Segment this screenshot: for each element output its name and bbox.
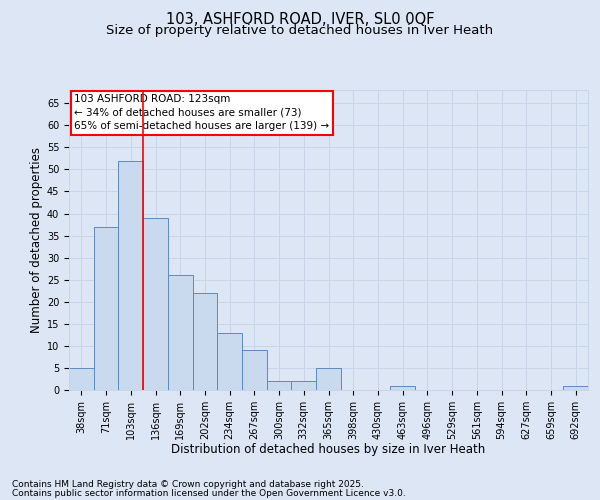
Bar	[193, 293, 217, 390]
Text: 103 ASHFORD ROAD: 123sqm
← 34% of detached houses are smaller (73)
65% of semi-d: 103 ASHFORD ROAD: 123sqm ← 34% of detach…	[74, 94, 329, 131]
Bar	[118, 160, 143, 390]
Bar	[69, 368, 94, 390]
Bar	[563, 386, 588, 390]
Bar	[168, 276, 193, 390]
Bar	[267, 381, 292, 390]
Text: Size of property relative to detached houses in Iver Heath: Size of property relative to detached ho…	[106, 24, 494, 37]
Text: Contains HM Land Registry data © Crown copyright and database right 2025.: Contains HM Land Registry data © Crown c…	[12, 480, 364, 489]
Text: Contains public sector information licensed under the Open Government Licence v3: Contains public sector information licen…	[12, 490, 406, 498]
Text: 103, ASHFORD ROAD, IVER, SL0 0QF: 103, ASHFORD ROAD, IVER, SL0 0QF	[166, 12, 434, 28]
Bar	[316, 368, 341, 390]
Bar	[94, 227, 118, 390]
Y-axis label: Number of detached properties: Number of detached properties	[29, 147, 43, 333]
Bar	[390, 386, 415, 390]
Bar	[217, 332, 242, 390]
Bar	[143, 218, 168, 390]
Bar	[292, 381, 316, 390]
Bar	[242, 350, 267, 390]
X-axis label: Distribution of detached houses by size in Iver Heath: Distribution of detached houses by size …	[172, 444, 485, 456]
